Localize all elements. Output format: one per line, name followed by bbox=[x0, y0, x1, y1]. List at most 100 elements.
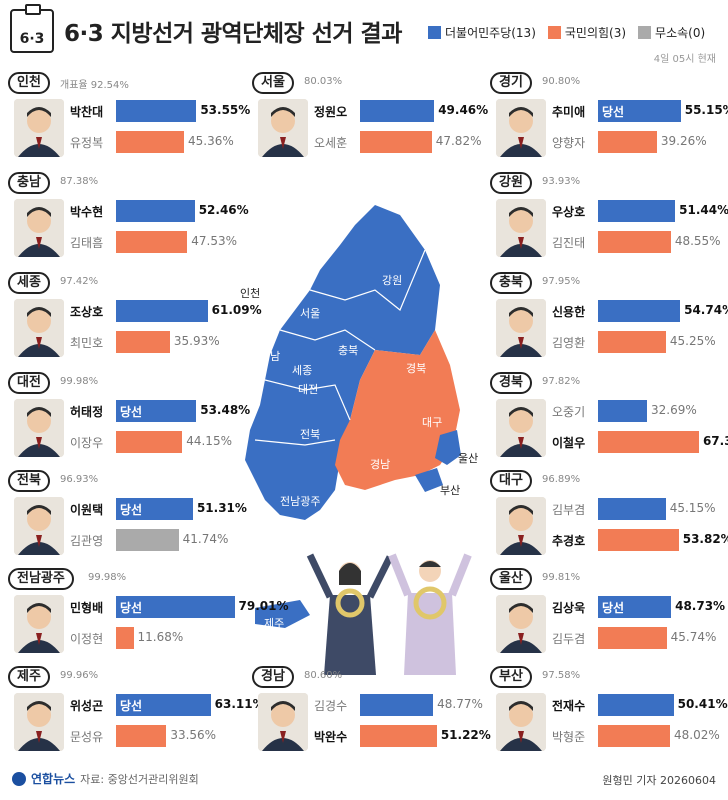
vote-bar bbox=[598, 131, 657, 153]
candidate-row: 조상호 61.09% bbox=[70, 300, 262, 322]
map-label: 부산 bbox=[440, 484, 461, 497]
map-label: 인천 bbox=[240, 287, 261, 300]
vote-percentage: 51.44% bbox=[679, 203, 728, 217]
candidate-name: 김두겸 bbox=[552, 632, 586, 646]
vote-percentage: 35.93% bbox=[173, 334, 220, 348]
candidate-name: 박완수 bbox=[314, 730, 348, 744]
vote-percentage: 50.41% bbox=[677, 697, 728, 711]
map-region-jeju bbox=[255, 600, 310, 628]
region-card: 제주 99.96% 위성곤 당선 63.11% 문성유 33.56% bbox=[8, 666, 265, 754]
region-card: 전남광주 99.98% 민형배 당선 79.01% 이정현 11.68% bbox=[8, 568, 288, 656]
won-label: 당선 bbox=[120, 503, 143, 517]
candidate-name: 추경호 bbox=[552, 534, 586, 548]
vote-percentage: 11.68% bbox=[137, 630, 184, 644]
candidate-row: 김부겸 45.15% bbox=[552, 498, 724, 520]
candidate-photo bbox=[496, 199, 546, 257]
vote-bar bbox=[360, 100, 435, 122]
candidate-photo bbox=[496, 399, 546, 457]
region-card: 세종 97.42% 조상호 61.09% 최민호 35.93% bbox=[8, 272, 262, 360]
region-turnout: 97.82% bbox=[542, 376, 581, 387]
candidate-row: 이정현 11.68% bbox=[70, 627, 242, 649]
candidate-photo bbox=[14, 399, 64, 457]
candidate-name: 김경수 bbox=[314, 699, 348, 713]
yonhap-logo-icon bbox=[12, 771, 26, 786]
map-label: 울산 bbox=[458, 452, 479, 465]
vote-percentage: 51.31% bbox=[196, 501, 247, 515]
vote-bar bbox=[116, 200, 195, 222]
vote-percentage: 63.11% bbox=[214, 697, 265, 711]
candidate-row: 김두겸 45.74% bbox=[552, 627, 724, 649]
candidate-row: 김영환 45.25% bbox=[552, 331, 724, 353]
candidate-name: 전재수 bbox=[552, 699, 586, 713]
region-turnout: 96.89% bbox=[542, 474, 581, 485]
vote-bar bbox=[598, 100, 681, 122]
footer-credit: 원형민 기자 20260604 bbox=[602, 774, 716, 787]
page-title: 6·3 지방선거 광역단체장 선거 결과 bbox=[64, 21, 402, 47]
region-card: 강원 93.93% 우상호 51.44% 김진태 48.55% bbox=[490, 172, 728, 260]
won-label: 당선 bbox=[602, 601, 625, 615]
celebrating-winners-illustration bbox=[306, 553, 472, 675]
vote-bar bbox=[598, 529, 679, 551]
region-name: 대전 bbox=[8, 372, 50, 394]
map-region-ulsan bbox=[435, 430, 461, 465]
candidate-row: 이철우 67.30% bbox=[552, 431, 728, 453]
region-name: 충남 bbox=[8, 172, 50, 194]
legend-item-dem: 더불어민주당(13) bbox=[428, 24, 536, 41]
candidate-photo bbox=[14, 199, 64, 257]
won-label: 당선 bbox=[120, 405, 143, 419]
candidate-name: 허태정 bbox=[70, 405, 104, 419]
vote-bar bbox=[598, 627, 667, 649]
region-card: 전북 96.93% 이원택 당선 51.31% 김관영 41.74% bbox=[8, 470, 247, 558]
region-turnout: 97.58% bbox=[542, 670, 581, 681]
region-turnout: 97.42% bbox=[60, 276, 99, 287]
candidate-row: 최민호 35.93% bbox=[70, 331, 242, 353]
vote-percentage: 53.48% bbox=[200, 403, 251, 417]
candidate-row: 이원택 당선 51.31% bbox=[70, 498, 247, 520]
map-label: 제주 bbox=[264, 617, 285, 630]
vote-percentage: 45.36% bbox=[188, 134, 234, 148]
region-turnout: 87.38% bbox=[60, 176, 99, 187]
vote-percentage: 33.56% bbox=[170, 728, 217, 742]
region-turnout: 99.96% bbox=[60, 670, 99, 681]
region-turnout: 99.98% bbox=[60, 376, 99, 387]
map-label: 충남 bbox=[260, 350, 281, 363]
candidate-row: 오세훈 47.82% bbox=[314, 131, 486, 153]
candidate-name: 김진태 bbox=[552, 236, 586, 250]
region-name: 서울 bbox=[252, 72, 294, 94]
candidate-name: 오세훈 bbox=[314, 136, 348, 150]
vote-bar bbox=[116, 331, 170, 353]
candidate-row: 추경호 53.82% bbox=[552, 529, 728, 551]
legend-label: 더불어민주당(13) bbox=[445, 26, 536, 40]
candidate-name: 이장우 bbox=[70, 436, 104, 450]
vote-percentage: 44.15% bbox=[186, 434, 232, 448]
candidate-name: 박수현 bbox=[70, 205, 104, 219]
candidate-name: 이철우 bbox=[552, 436, 586, 450]
vote-percentage: 54.74% bbox=[684, 303, 728, 317]
candidate-name: 김부겸 bbox=[552, 503, 586, 517]
map-label: 전북 bbox=[300, 428, 321, 441]
candidate-row: 오중기 32.69% bbox=[552, 400, 724, 422]
vote-percentage: 41.74% bbox=[182, 532, 229, 546]
legend-swatch bbox=[638, 26, 652, 39]
vote-bar bbox=[598, 200, 676, 222]
candidate-photo bbox=[14, 497, 64, 555]
candidate-name: 김관영 bbox=[70, 534, 104, 548]
candidate-name: 박형준 bbox=[552, 730, 586, 744]
candidate-row: 김관영 41.74% bbox=[70, 529, 242, 551]
vote-bar bbox=[116, 529, 179, 551]
candidate-name: 위성곤 bbox=[70, 699, 104, 713]
vote-percentage: 61.09% bbox=[211, 303, 262, 317]
region-turnout: 97.95% bbox=[542, 276, 581, 287]
region-name: 충북 bbox=[490, 272, 532, 294]
candidate-row: 박형준 48.02% bbox=[552, 725, 724, 747]
vote-percentage: 45.74% bbox=[670, 630, 717, 644]
map-label: 서울 bbox=[300, 307, 321, 320]
candidate-name: 김상욱 bbox=[552, 601, 586, 615]
candidate-row: 양향자 39.26% bbox=[552, 131, 724, 153]
vote-bar bbox=[360, 725, 437, 747]
vote-percentage: 51.22% bbox=[440, 728, 491, 742]
vote-bar bbox=[598, 300, 681, 322]
vote-percentage: 55.15% bbox=[684, 103, 728, 117]
map-borders bbox=[254, 249, 426, 446]
vote-percentage: 48.02% bbox=[674, 728, 720, 742]
